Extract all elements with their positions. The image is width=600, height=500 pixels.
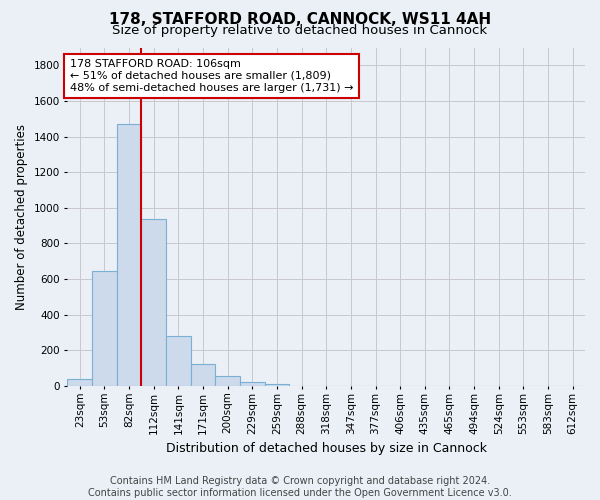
Bar: [67, 379, 92, 386]
Text: Contains HM Land Registry data © Crown copyright and database right 2024.
Contai: Contains HM Land Registry data © Crown c…: [88, 476, 512, 498]
Bar: [215, 376, 240, 386]
Bar: [191, 364, 215, 386]
Bar: [166, 336, 191, 386]
Bar: [265, 384, 289, 386]
Bar: [240, 382, 265, 386]
Bar: [117, 124, 142, 386]
Text: 178 STAFFORD ROAD: 106sqm
← 51% of detached houses are smaller (1,809)
48% of se: 178 STAFFORD ROAD: 106sqm ← 51% of detac…: [70, 60, 353, 92]
Text: 178, STAFFORD ROAD, CANNOCK, WS11 4AH: 178, STAFFORD ROAD, CANNOCK, WS11 4AH: [109, 12, 491, 28]
Bar: [142, 220, 166, 386]
Bar: [92, 271, 117, 386]
Text: Size of property relative to detached houses in Cannock: Size of property relative to detached ho…: [112, 24, 488, 37]
X-axis label: Distribution of detached houses by size in Cannock: Distribution of detached houses by size …: [166, 442, 487, 455]
Y-axis label: Number of detached properties: Number of detached properties: [15, 124, 28, 310]
